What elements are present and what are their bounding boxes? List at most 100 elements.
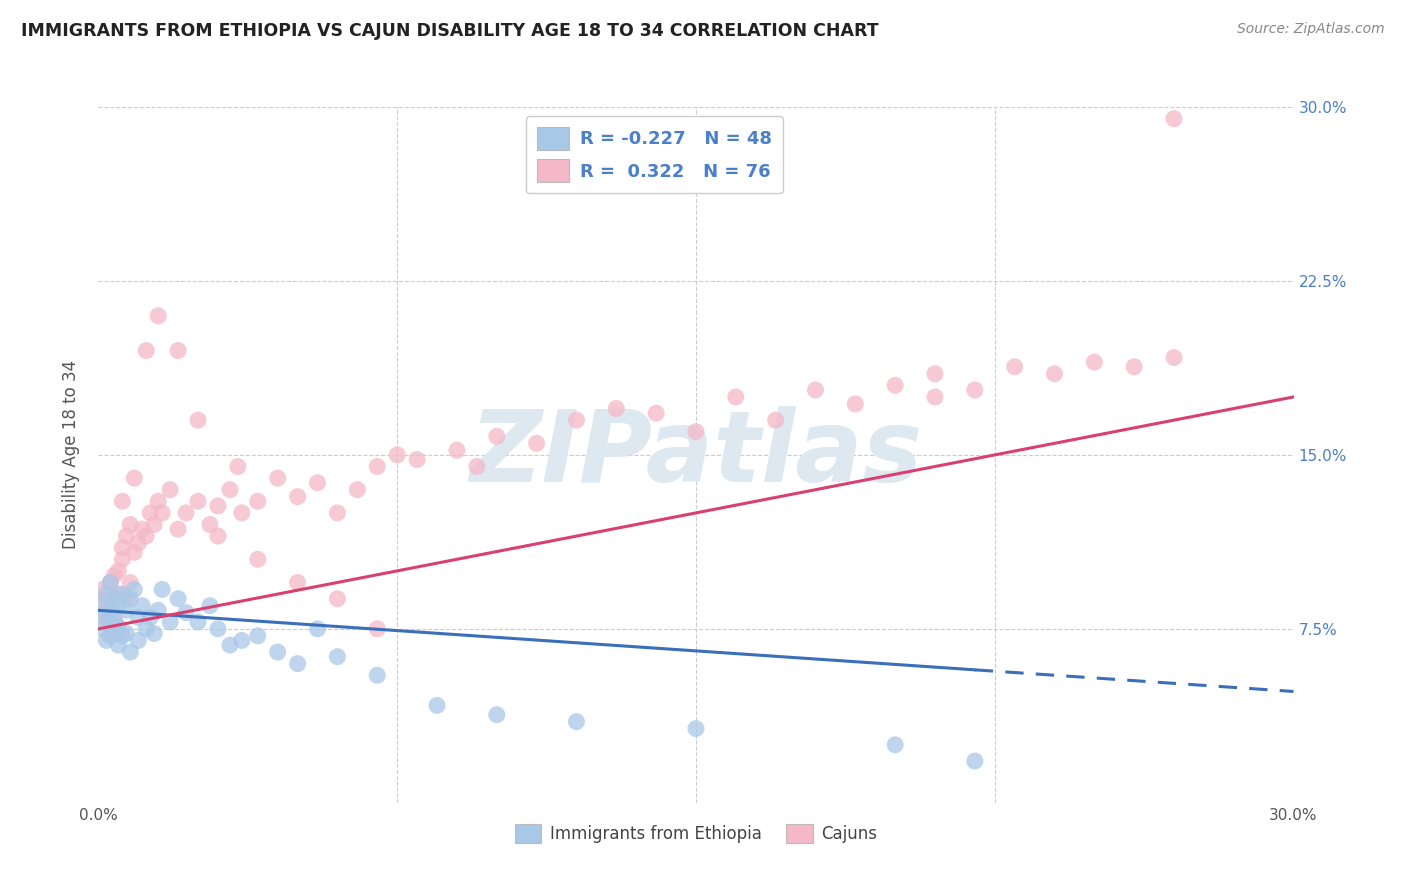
- Point: [148, 309, 170, 323]
- Point: [111, 587, 134, 601]
- Point: [103, 615, 125, 629]
- Point: [111, 494, 134, 508]
- Point: [143, 626, 166, 640]
- Point: [246, 552, 269, 566]
- Point: [127, 610, 149, 624]
- Point: [924, 367, 946, 381]
- Point: [198, 599, 221, 613]
- Point: [96, 615, 118, 629]
- Point: [724, 390, 747, 404]
- Point: [111, 629, 134, 643]
- Point: [307, 622, 329, 636]
- Point: [187, 615, 209, 629]
- Point: [91, 606, 114, 620]
- Point: [98, 575, 122, 590]
- Point: [465, 459, 488, 474]
- Point: [246, 629, 269, 643]
- Point: [1123, 359, 1146, 374]
- Point: [127, 536, 149, 550]
- Point: [219, 483, 242, 497]
- Point: [1083, 355, 1105, 369]
- Point: [98, 629, 122, 643]
- Point: [103, 610, 125, 624]
- Point: [366, 668, 388, 682]
- Point: [1043, 367, 1066, 381]
- Point: [98, 629, 122, 643]
- Point: [246, 494, 269, 508]
- Point: [148, 603, 170, 617]
- Point: [884, 738, 907, 752]
- Point: [446, 443, 468, 458]
- Point: [174, 606, 197, 620]
- Point: [98, 599, 122, 613]
- Point: [226, 459, 249, 474]
- Point: [366, 622, 388, 636]
- Point: [107, 599, 129, 613]
- Point: [1163, 112, 1185, 126]
- Point: [485, 707, 508, 722]
- Point: [91, 599, 114, 613]
- Point: [167, 522, 190, 536]
- Point: [111, 541, 134, 555]
- Point: [115, 626, 138, 640]
- Point: [124, 582, 146, 597]
- Point: [685, 722, 707, 736]
- Point: [804, 383, 827, 397]
- Point: [174, 506, 197, 520]
- Point: [231, 633, 253, 648]
- Point: [91, 622, 114, 636]
- Point: [884, 378, 907, 392]
- Point: [124, 545, 146, 559]
- Point: [187, 494, 209, 508]
- Point: [207, 499, 229, 513]
- Point: [287, 657, 309, 671]
- Point: [267, 471, 290, 485]
- Point: [207, 622, 229, 636]
- Point: [107, 619, 129, 633]
- Point: [103, 591, 125, 606]
- Point: [287, 575, 309, 590]
- Point: [98, 606, 122, 620]
- Point: [139, 506, 162, 520]
- Point: [143, 517, 166, 532]
- Point: [120, 591, 142, 606]
- Point: [159, 483, 181, 497]
- Point: [135, 529, 157, 543]
- Point: [98, 575, 122, 590]
- Point: [565, 413, 588, 427]
- Point: [231, 506, 253, 520]
- Point: [115, 529, 138, 543]
- Text: Source: ZipAtlas.com: Source: ZipAtlas.com: [1237, 22, 1385, 37]
- Point: [120, 517, 142, 532]
- Point: [526, 436, 548, 450]
- Point: [198, 517, 221, 532]
- Point: [366, 459, 388, 474]
- Point: [346, 483, 368, 497]
- Point: [135, 622, 157, 636]
- Point: [124, 471, 146, 485]
- Point: [685, 425, 707, 439]
- Point: [107, 564, 129, 578]
- Legend: Immigrants from Ethiopia, Cajuns: Immigrants from Ethiopia, Cajuns: [508, 818, 884, 850]
- Point: [135, 343, 157, 358]
- Point: [148, 494, 170, 508]
- Point: [963, 754, 986, 768]
- Point: [159, 615, 181, 629]
- Point: [131, 599, 153, 613]
- Point: [96, 633, 118, 648]
- Point: [287, 490, 309, 504]
- Point: [963, 383, 986, 397]
- Point: [426, 698, 449, 713]
- Point: [91, 582, 114, 597]
- Point: [326, 649, 349, 664]
- Point: [96, 587, 118, 601]
- Point: [103, 568, 125, 582]
- Point: [150, 506, 173, 520]
- Point: [326, 591, 349, 606]
- Point: [131, 522, 153, 536]
- Y-axis label: Disability Age 18 to 34: Disability Age 18 to 34: [62, 360, 80, 549]
- Point: [565, 714, 588, 729]
- Point: [167, 591, 190, 606]
- Point: [139, 610, 162, 624]
- Point: [765, 413, 787, 427]
